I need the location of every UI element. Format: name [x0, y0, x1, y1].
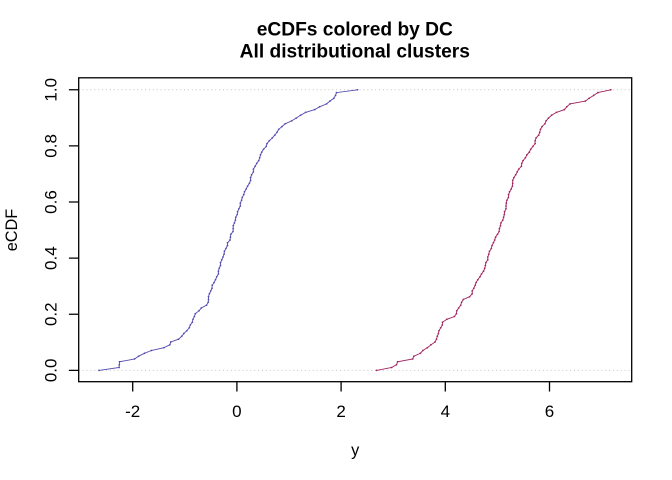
- svg-text:4: 4: [441, 402, 450, 421]
- svg-text:0.2: 0.2: [41, 302, 60, 326]
- svg-text:All distributional clusters: All distributional clusters: [240, 42, 470, 63]
- svg-text:-2: -2: [125, 402, 140, 421]
- svg-text:eCDF: eCDF: [3, 209, 21, 252]
- svg-text:0.4: 0.4: [41, 246, 60, 270]
- svg-text:0.6: 0.6: [41, 190, 60, 214]
- svg-text:0.8: 0.8: [41, 134, 60, 158]
- svg-text:2: 2: [336, 402, 345, 421]
- svg-text:0.0: 0.0: [41, 359, 60, 383]
- svg-text:6: 6: [545, 402, 554, 421]
- svg-text:0: 0: [232, 402, 241, 421]
- svg-text:eCDFs colored by DC: eCDFs colored by DC: [257, 19, 453, 40]
- svg-text:y: y: [351, 442, 360, 460]
- svg-text:1.0: 1.0: [41, 78, 60, 102]
